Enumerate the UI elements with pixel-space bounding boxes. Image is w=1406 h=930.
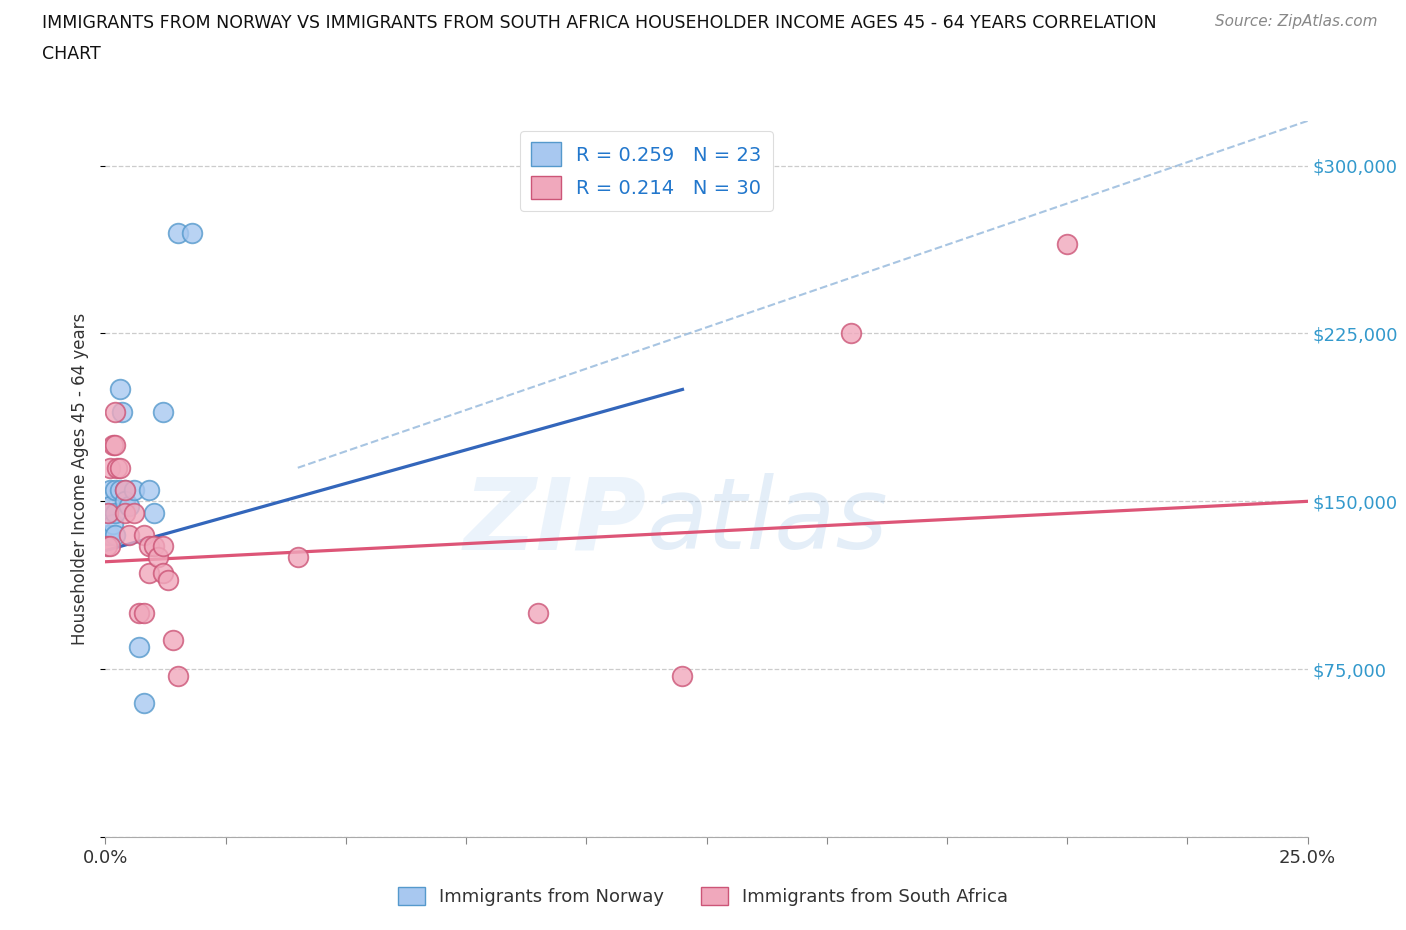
Point bbox=[839, 326, 862, 341]
Point bbox=[152, 565, 174, 580]
Point bbox=[287, 550, 309, 565]
Point bbox=[128, 605, 150, 620]
Point bbox=[1056, 236, 1078, 251]
Point bbox=[527, 605, 550, 620]
Point bbox=[98, 460, 121, 475]
Text: IMMIGRANTS FROM NORWAY VS IMMIGRANTS FROM SOUTH AFRICA HOUSEHOLDER INCOME AGES 4: IMMIGRANTS FROM NORWAY VS IMMIGRANTS FRO… bbox=[42, 14, 1157, 32]
Y-axis label: Householder Income Ages 45 - 64 years: Householder Income Ages 45 - 64 years bbox=[72, 312, 90, 645]
Point bbox=[114, 483, 136, 498]
Point bbox=[138, 565, 160, 580]
Text: ZIP: ZIP bbox=[464, 473, 647, 570]
Point bbox=[98, 498, 121, 513]
Point bbox=[156, 572, 179, 587]
Point bbox=[132, 527, 155, 542]
Point bbox=[162, 632, 184, 647]
Point bbox=[98, 538, 121, 553]
Point bbox=[166, 225, 188, 240]
Point bbox=[104, 405, 127, 419]
Text: Source: ZipAtlas.com: Source: ZipAtlas.com bbox=[1215, 14, 1378, 29]
Point bbox=[104, 527, 127, 542]
Point bbox=[152, 405, 174, 419]
Point bbox=[101, 438, 124, 453]
Point bbox=[104, 438, 127, 453]
Point bbox=[98, 483, 121, 498]
Point bbox=[128, 639, 150, 654]
Point bbox=[124, 505, 146, 520]
Point bbox=[181, 225, 204, 240]
Point bbox=[124, 483, 146, 498]
Point bbox=[108, 460, 131, 475]
Point bbox=[166, 669, 188, 684]
Legend: Immigrants from Norway, Immigrants from South Africa: Immigrants from Norway, Immigrants from … bbox=[391, 880, 1015, 913]
Text: CHART: CHART bbox=[42, 45, 101, 62]
Point bbox=[97, 505, 120, 520]
Point bbox=[138, 483, 160, 498]
Point bbox=[148, 550, 170, 565]
Point bbox=[111, 405, 134, 419]
Point bbox=[104, 505, 127, 520]
Point bbox=[101, 516, 124, 531]
Point bbox=[142, 505, 165, 520]
Point bbox=[114, 505, 136, 520]
Point bbox=[96, 538, 118, 553]
Point bbox=[108, 382, 131, 397]
Point bbox=[132, 605, 155, 620]
Point bbox=[108, 483, 131, 498]
Point bbox=[671, 669, 693, 684]
Point bbox=[142, 538, 165, 553]
Point bbox=[152, 538, 174, 553]
Point bbox=[107, 460, 129, 475]
Point bbox=[98, 527, 121, 542]
Point bbox=[97, 527, 120, 542]
Point bbox=[114, 483, 136, 498]
Point bbox=[104, 483, 127, 498]
Point bbox=[114, 494, 136, 509]
Text: atlas: atlas bbox=[647, 473, 889, 570]
Point bbox=[97, 505, 120, 520]
Point bbox=[138, 538, 160, 553]
Legend: R = 0.259   N = 23, R = 0.214   N = 30: R = 0.259 N = 23, R = 0.214 N = 30 bbox=[520, 130, 773, 211]
Point bbox=[132, 696, 155, 711]
Point bbox=[118, 498, 141, 513]
Point bbox=[118, 527, 141, 542]
